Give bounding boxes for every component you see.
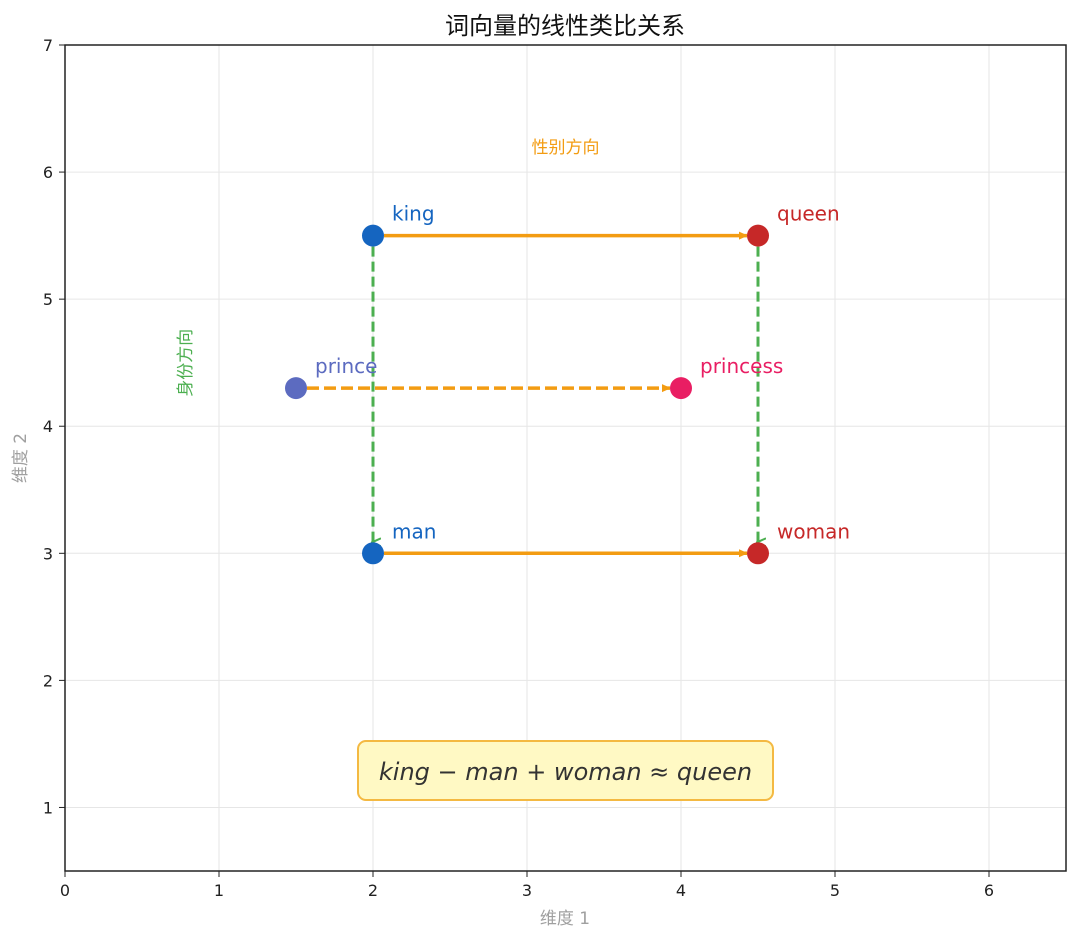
annotation-label-0: 性别方向	[532, 138, 600, 158]
point-label-princess: princess	[700, 354, 783, 378]
y-tick-label: 3	[43, 544, 53, 563]
y-ticks: 1 2 3 4 5 6 7	[43, 36, 65, 817]
y-tick-label: 1	[43, 798, 53, 817]
x-tick-label: 1	[214, 881, 224, 900]
x-ticks: 0 1 2 3 4 5 6	[60, 871, 994, 900]
y-tick-label: 7	[43, 36, 53, 55]
y-tick-label: 4	[43, 417, 53, 436]
point-label-woman: woman	[777, 519, 850, 543]
point-prince	[285, 377, 307, 400]
x-tick-label: 6	[984, 881, 994, 900]
point-label-prince: prince	[315, 354, 377, 378]
x-tick-label: 0	[60, 881, 70, 900]
x-axis-label: 维度 1	[540, 909, 590, 929]
annotation-label-1: 身份方向	[176, 329, 196, 397]
chart-title: 词向量的线性类比关系	[445, 12, 685, 40]
y-axis-label: 维度 2	[11, 433, 31, 483]
y-tick-label: 2	[43, 671, 53, 690]
point-king	[362, 224, 384, 247]
y-tick-label: 6	[43, 163, 53, 182]
points: king queen man woman prince princess	[285, 202, 850, 565]
point-label-king: king	[392, 202, 435, 226]
point-label-man: man	[392, 519, 436, 543]
point-woman	[747, 542, 769, 565]
x-tick-label: 5	[830, 881, 840, 900]
x-tick-label: 2	[368, 881, 378, 900]
point-queen	[747, 224, 769, 247]
y-tick-label: 5	[43, 290, 53, 309]
point-label-queen: queen	[777, 202, 840, 226]
point-princess	[670, 377, 692, 400]
formula-text: king − man + woman ≈ queen	[379, 758, 752, 786]
x-tick-label: 3	[522, 881, 532, 900]
x-tick-label: 4	[676, 881, 686, 900]
arrows	[307, 231, 758, 558]
plot-frame	[64, 44, 1067, 872]
formula-box: king − man + woman ≈ queen	[357, 740, 774, 801]
point-man	[362, 542, 384, 565]
